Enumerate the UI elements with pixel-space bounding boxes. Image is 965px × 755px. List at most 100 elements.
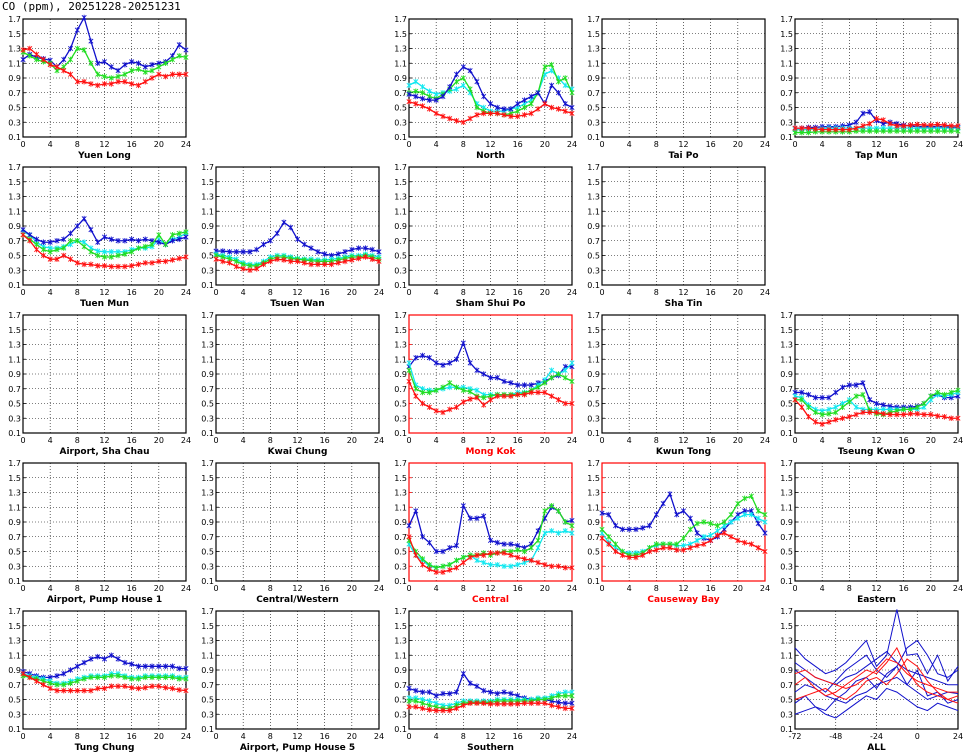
x-tick-label: 16 — [706, 288, 716, 297]
data-point — [54, 256, 60, 262]
panel-eastern: 0.1 0.3 0.5 0.7 0.9 1.1 1.3 1.5 1.7 0 4 8 12 16 20 24 Ea… — [780, 459, 963, 605]
data-point — [254, 265, 260, 272]
data-point — [115, 73, 121, 80]
data-point — [846, 126, 852, 133]
data-point — [535, 559, 541, 566]
data-point — [613, 548, 619, 555]
x-tick-label: 24 — [567, 140, 577, 149]
data-point — [176, 71, 182, 78]
data-point — [163, 258, 169, 265]
y-tick-label: 0.5 — [8, 696, 21, 705]
data-point — [840, 415, 846, 422]
y-tick-label: 0.5 — [8, 252, 21, 261]
y-tick-label: 1.3 — [394, 489, 407, 498]
data-point — [142, 260, 148, 266]
y-tick-label: 0.7 — [8, 237, 21, 246]
panel-airport-sha-chau: 0.1 0.3 0.5 0.7 0.9 1.1 1.3 1.5 1.7 0 4 8 12 16 20 24 Ai… — [8, 311, 191, 457]
y-tick-label: 0.5 — [780, 548, 793, 557]
data-point — [108, 673, 114, 679]
data-point — [95, 263, 101, 269]
data-point — [440, 384, 446, 391]
data-point — [487, 689, 494, 695]
y-tick-label: 0.3 — [780, 118, 793, 127]
data-point — [406, 98, 412, 105]
y-tick-label: 1.1 — [780, 503, 793, 512]
data-point — [762, 530, 768, 536]
data-point — [122, 683, 128, 690]
data-point — [47, 256, 53, 262]
data-point — [413, 88, 419, 95]
y-tick-label: 0.7 — [394, 385, 407, 394]
x-tick-label: 16 — [513, 140, 523, 149]
data-point — [626, 526, 632, 533]
data-point — [474, 557, 480, 564]
y-tick-label: 0.5 — [587, 548, 600, 557]
data-point — [549, 61, 555, 68]
data-point — [487, 397, 494, 403]
data-point — [907, 122, 913, 128]
y-tick-label: 0.1 — [780, 429, 793, 438]
data-point — [660, 545, 666, 551]
data-point — [955, 123, 961, 129]
data-point — [54, 246, 60, 253]
y-tick-label: 1.3 — [8, 341, 21, 350]
data-point — [413, 704, 419, 710]
data-point — [308, 245, 314, 251]
data-point — [894, 123, 900, 129]
data-point — [948, 128, 954, 134]
y-tick-label: 1.3 — [394, 341, 407, 350]
data-point — [447, 545, 453, 551]
panel-central-western: 0.1 0.3 0.5 0.7 0.9 1.1 1.3 1.5 1.7 0 4 8 12 16 20 24 Ce… — [201, 459, 384, 605]
x-tick-label: 12 — [292, 732, 302, 741]
data-point — [129, 249, 135, 255]
data-point — [156, 232, 162, 238]
data-point — [356, 255, 362, 262]
data-point — [515, 701, 521, 707]
x-tick-label: 12 — [871, 584, 881, 593]
data-point — [88, 60, 94, 67]
data-point — [555, 530, 561, 536]
data-point — [88, 226, 94, 233]
x-tick-label: 20 — [347, 732, 357, 741]
y-tick-label: 1.3 — [8, 193, 21, 202]
data-point — [515, 382, 521, 388]
data-point — [122, 659, 128, 666]
data-point — [853, 411, 859, 418]
data-point — [115, 656, 121, 662]
x-tick-label: 4 — [820, 584, 825, 593]
x-tick-label: 8 — [847, 584, 852, 593]
y-tick-label: 1.7 — [394, 311, 407, 320]
data-point — [454, 564, 460, 571]
data-point — [261, 241, 267, 248]
x-tick-label: 20 — [540, 732, 550, 741]
data-point — [101, 656, 108, 662]
y-tick-label: 1.5 — [587, 474, 600, 483]
data-point — [108, 64, 114, 70]
data-point — [149, 67, 155, 74]
y-tick-label: 0.1 — [201, 281, 214, 290]
x-tick-label: 24 — [374, 584, 384, 593]
data-point — [122, 251, 128, 257]
data-point — [680, 547, 687, 553]
data-point — [169, 685, 175, 692]
x-tick-label: 20 — [347, 436, 357, 445]
y-tick-label: 0.9 — [8, 518, 21, 527]
panel-tuen-mun: 0.1 0.3 0.5 0.7 0.9 1.1 1.3 1.5 1.7 0 4 8 12 16 20 24 Tu… — [8, 163, 191, 309]
data-point — [735, 500, 741, 507]
data-point — [528, 545, 534, 551]
data-point — [27, 45, 33, 52]
data-point — [487, 550, 494, 556]
data-point — [819, 126, 825, 133]
y-tick-label: 1.3 — [587, 45, 600, 54]
y-tick-label: 1.3 — [587, 341, 600, 350]
data-point — [914, 404, 920, 410]
data-point — [562, 519, 568, 525]
data-point — [142, 69, 148, 75]
data-point — [288, 224, 294, 231]
data-point — [928, 128, 934, 134]
data-point — [941, 122, 947, 128]
data-point — [873, 409, 880, 416]
data-point — [474, 78, 480, 85]
data-point — [440, 362, 446, 368]
x-tick-label: 0 — [599, 436, 604, 445]
